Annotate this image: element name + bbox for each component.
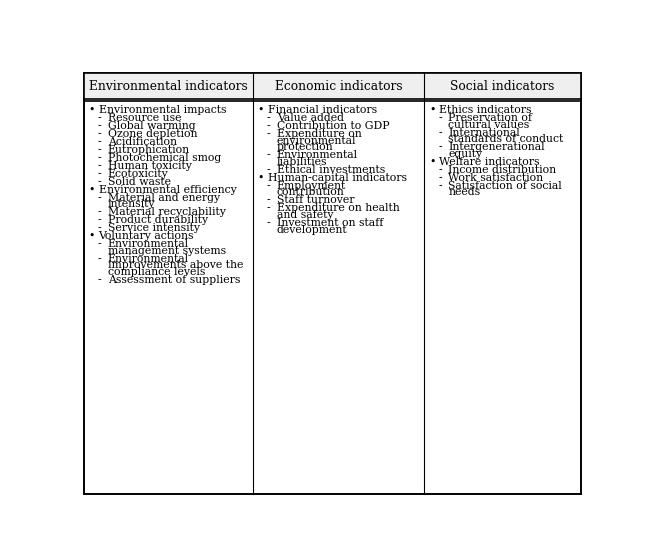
Text: contribution: contribution (277, 187, 344, 198)
Text: Preservation of: Preservation of (448, 113, 532, 123)
Text: -: - (98, 145, 101, 155)
Text: -: - (438, 173, 442, 183)
Text: Environmental efficiency: Environmental efficiency (98, 185, 237, 195)
Text: -: - (266, 129, 270, 139)
Text: Ecotoxicity: Ecotoxicity (108, 169, 168, 179)
Text: Eutrophication: Eutrophication (108, 145, 190, 155)
Text: Employment: Employment (277, 181, 346, 191)
Text: Ozone depletion: Ozone depletion (108, 129, 197, 139)
Text: environmental: environmental (277, 136, 356, 146)
Text: and safety: and safety (277, 210, 333, 220)
Text: Environmental: Environmental (108, 239, 189, 249)
Text: -: - (98, 113, 101, 123)
Text: Acidification: Acidification (108, 137, 177, 147)
Bar (84, 74, 253, 99)
Text: -: - (98, 215, 101, 225)
Text: Service intensity: Service intensity (108, 223, 200, 233)
Text: •: • (257, 173, 264, 183)
Text: -: - (98, 153, 101, 163)
Text: -: - (98, 177, 101, 187)
Text: Assessment of suppliers: Assessment of suppliers (108, 275, 240, 285)
Text: Satisfaction of social: Satisfaction of social (448, 181, 562, 191)
Text: -: - (438, 181, 442, 191)
Text: -: - (266, 113, 270, 123)
Text: •: • (257, 105, 264, 115)
Text: improvements above the: improvements above the (108, 260, 243, 270)
Text: Environmental impacts: Environmental impacts (98, 105, 226, 115)
Text: -: - (438, 113, 442, 123)
Text: -: - (98, 161, 101, 171)
Text: Welfare indicators: Welfare indicators (439, 157, 540, 167)
Text: •: • (89, 105, 95, 115)
Text: International: International (448, 128, 520, 138)
Text: management systems: management systems (108, 246, 226, 256)
Text: Human-capital indicators: Human-capital indicators (268, 173, 406, 183)
Text: •: • (429, 105, 435, 115)
Text: Ethics indicators: Ethics indicators (439, 105, 531, 115)
Text: -: - (266, 203, 270, 213)
Text: Contribution to GDP: Contribution to GDP (277, 121, 389, 131)
Text: Investment on staff: Investment on staff (277, 218, 383, 228)
Text: Ethical investments: Ethical investments (277, 165, 385, 175)
Text: -: - (266, 218, 270, 228)
Text: -: - (266, 165, 270, 175)
Text: -: - (98, 254, 101, 263)
Text: -: - (98, 121, 101, 131)
Text: Work satisfaction: Work satisfaction (448, 173, 543, 183)
Text: -: - (266, 195, 270, 205)
Text: -: - (98, 129, 101, 139)
Text: liabilities: liabilities (277, 157, 327, 167)
Text: Expenditure on: Expenditure on (277, 129, 362, 139)
Text: -: - (438, 165, 442, 175)
Text: Intergenerational: Intergenerational (448, 142, 545, 152)
Text: -: - (98, 223, 101, 233)
Text: cultural values: cultural values (448, 120, 529, 130)
Text: Economic indicators: Economic indicators (275, 80, 402, 93)
Text: intensity: intensity (108, 199, 155, 209)
Bar (424, 74, 581, 99)
Text: Product durability: Product durability (108, 215, 208, 225)
Text: Photochemical smog: Photochemical smog (108, 153, 221, 163)
Text: Resource use: Resource use (108, 113, 181, 123)
Text: Expenditure on health: Expenditure on health (277, 203, 399, 213)
Text: Human toxicity: Human toxicity (108, 161, 192, 171)
Text: Income distribution: Income distribution (448, 165, 557, 175)
Text: -: - (266, 181, 270, 191)
Text: -: - (98, 169, 101, 179)
Text: Environmental: Environmental (108, 254, 189, 263)
Text: Global warming: Global warming (108, 121, 195, 131)
Bar (253, 74, 424, 99)
Text: Staff turnover: Staff turnover (277, 195, 354, 205)
Text: -: - (438, 128, 442, 138)
Text: •: • (89, 231, 95, 241)
Text: -: - (98, 239, 101, 249)
Text: standards of conduct: standards of conduct (448, 134, 563, 145)
Text: equity: equity (448, 149, 482, 159)
Text: -: - (98, 207, 101, 217)
Text: •: • (89, 185, 95, 195)
Text: Voluntary actions: Voluntary actions (98, 231, 194, 241)
Text: Environmental: Environmental (277, 150, 358, 160)
Text: Environmental indicators: Environmental indicators (89, 80, 248, 93)
Text: Social indicators: Social indicators (450, 80, 555, 93)
Text: -: - (266, 121, 270, 131)
Text: Material and energy: Material and energy (108, 193, 220, 203)
Text: -: - (438, 142, 442, 152)
Text: protection: protection (277, 142, 333, 152)
Text: development: development (277, 225, 347, 235)
Text: Financial indicators: Financial indicators (268, 105, 376, 115)
Text: -: - (98, 137, 101, 147)
Text: Material recyclability: Material recyclability (108, 207, 226, 217)
Text: Value added: Value added (277, 113, 343, 123)
Text: -: - (98, 275, 101, 285)
Text: -: - (98, 193, 101, 203)
Text: •: • (429, 157, 435, 167)
Text: Solid waste: Solid waste (108, 177, 170, 187)
Text: -: - (266, 150, 270, 160)
Text: compliance levels: compliance levels (108, 267, 205, 277)
Text: needs: needs (448, 187, 480, 198)
